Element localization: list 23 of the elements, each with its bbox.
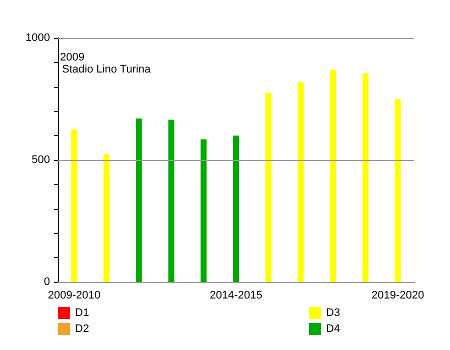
legend-label: D4 <box>326 323 340 335</box>
y-tick-label: 500 <box>32 154 50 166</box>
y-tick-label: 1000 <box>26 32 50 44</box>
bar <box>265 92 272 282</box>
legend-label: D3 <box>326 307 340 319</box>
bar <box>233 136 239 282</box>
bar <box>298 82 304 282</box>
bar <box>394 99 401 282</box>
bar <box>200 139 207 282</box>
bar <box>104 154 110 282</box>
y-tick-label: 0 <box>44 276 50 288</box>
annotation: 2009 <box>60 52 84 64</box>
bar <box>330 70 336 282</box>
bar <box>71 130 78 282</box>
legend-label: D2 <box>75 323 90 335</box>
bar <box>136 118 142 282</box>
x-tick-label: 2019-2020 <box>372 290 424 302</box>
bar <box>168 120 174 282</box>
legend-label: D1 <box>75 307 90 319</box>
x-tick-label: 2009-2010 <box>48 290 100 302</box>
x-tick-label: 2014-2015 <box>210 290 262 302</box>
annotation: Stadio Lino Turina <box>62 64 152 76</box>
bar <box>362 73 368 282</box>
